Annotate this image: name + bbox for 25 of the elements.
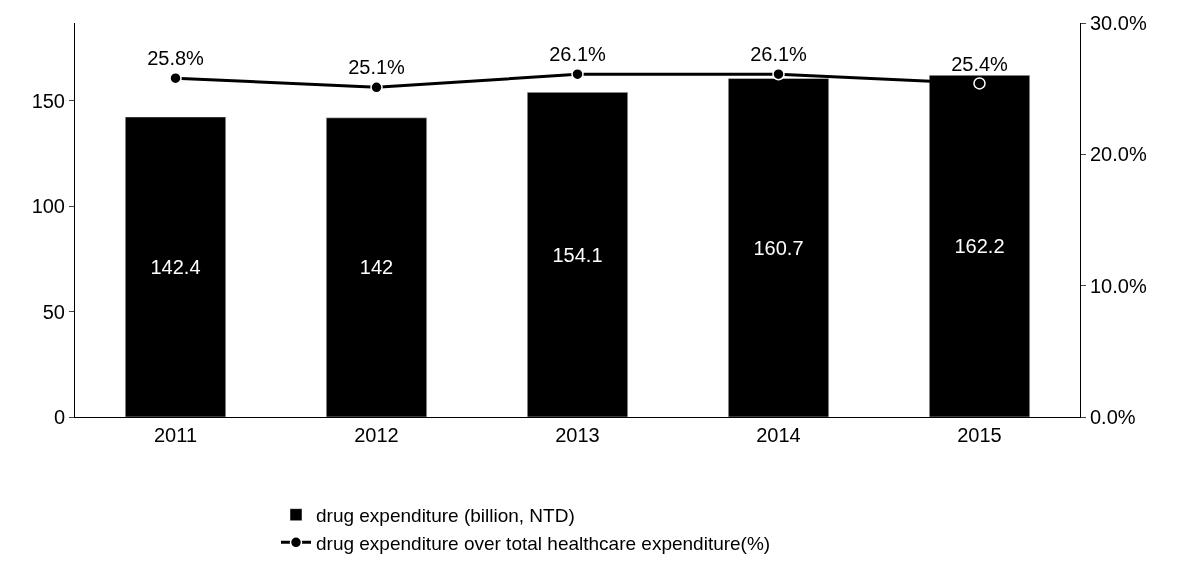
y2-tick-label: 30.0% (1090, 12, 1147, 34)
y-tick-label: 100 (31, 195, 65, 218)
data-label: 162.2 (954, 235, 1005, 258)
y-tick-label: 50 (42, 300, 65, 323)
data-label: 26.1% (549, 43, 607, 66)
y2-tick-label: 20.0% (1090, 143, 1147, 166)
x-tick-label: 2013 (555, 424, 600, 446)
data-label: 25.1% (348, 56, 406, 79)
data-label: 25.8% (147, 47, 205, 70)
x-tick-label: 2012 (354, 424, 399, 446)
x-tick-label: 2015 (957, 424, 1002, 446)
y-tick-label: 150 (31, 89, 65, 112)
legend-label: drug expenditure over total healthcare expenditure(%) (316, 532, 771, 554)
data-label: 142.4 (150, 255, 201, 278)
legend-label: drug expenditure (billion, NTD) (316, 505, 575, 527)
y2-tick-label: 10.0% (1090, 274, 1147, 297)
data-label: 142 (359, 256, 394, 279)
x-tick-label: 2014 (756, 424, 801, 446)
data-label: 26.1% (750, 43, 808, 66)
data-label: 160.7 (753, 236, 804, 259)
y-tick-label: 0 (53, 406, 65, 428)
data-label: 25.4% (951, 52, 1009, 75)
data-label: 154.1 (552, 243, 603, 266)
y2-tick-label: 0.0% (1090, 406, 1136, 428)
x-tick-label: 2011 (153, 424, 198, 446)
